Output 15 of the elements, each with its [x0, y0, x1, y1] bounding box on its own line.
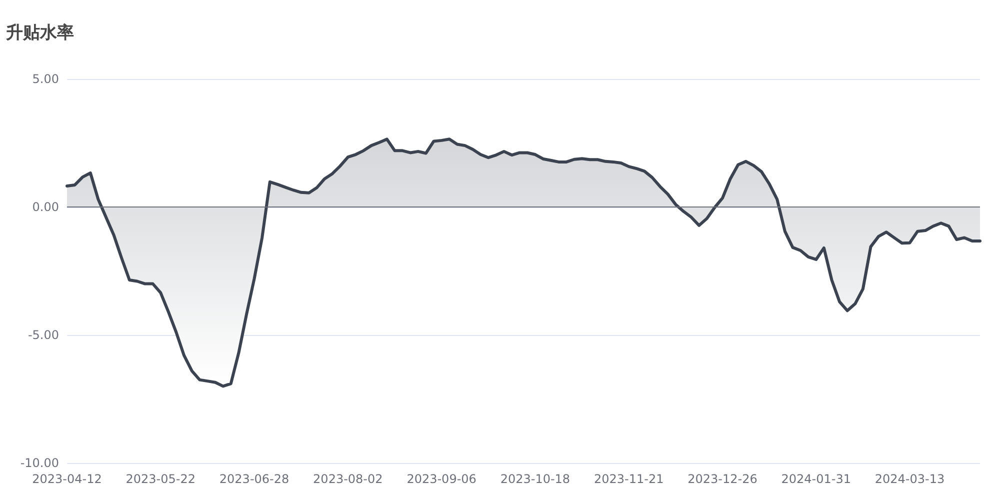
x-tick-label: 2023-08-02 [313, 472, 383, 486]
x-tick-label: 2023-05-22 [126, 472, 196, 486]
x-tick-label: 2023-12-26 [688, 472, 758, 486]
chart-title: 升贴水率 [5, 23, 74, 43]
x-tick-label: 2023-04-12 [32, 472, 102, 486]
x-tick-label: 2023-10-18 [500, 472, 570, 486]
x-tick-label: 2024-01-31 [781, 472, 852, 486]
y-tick-label: -10.00 [20, 456, 59, 470]
y-tick-label: -5.00 [28, 328, 59, 342]
y-tick-label: 5.00 [32, 72, 59, 86]
x-tick-label: 2024-03-13 [874, 472, 945, 486]
x-tick-label: 2023-09-06 [406, 472, 476, 486]
x-tick-label: 2023-11-21 [594, 472, 664, 486]
y-tick-label: 0.00 [32, 200, 59, 214]
x-tick-label: 2023-06-28 [219, 472, 290, 486]
